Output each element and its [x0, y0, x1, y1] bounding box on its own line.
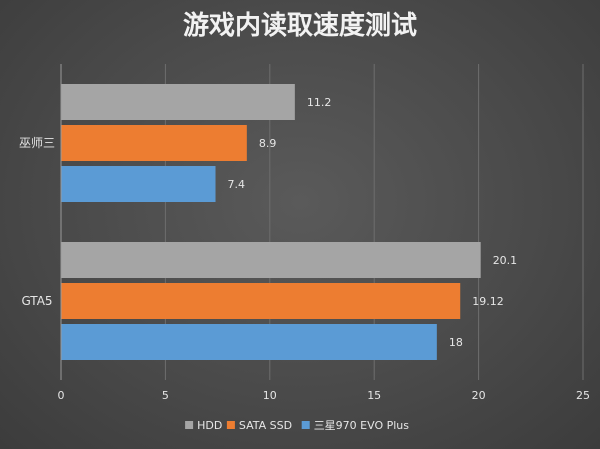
bar [61, 242, 481, 278]
category-label: GTA5 [21, 294, 52, 308]
x-tick-label: 10 [263, 389, 277, 402]
bar [61, 125, 247, 161]
x-tick-label: 0 [58, 389, 65, 402]
data-label: 18 [449, 336, 463, 349]
bar [61, 324, 437, 360]
x-tick-label: 25 [576, 389, 590, 402]
data-labels: 11.2 8.9 7.4 20.1 19.12 18 [228, 96, 518, 349]
chart-title: 游戏内读取速度测试 [183, 10, 417, 41]
x-tick-label: 15 [367, 389, 381, 402]
category-label: 巫师三 [19, 136, 55, 150]
data-label: 11.2 [307, 96, 332, 109]
data-label: 20.1 [493, 254, 518, 267]
x-tick-label: 20 [472, 389, 486, 402]
x-tick-label: 5 [162, 389, 169, 402]
legend-label: HDD [197, 419, 222, 432]
bars [61, 84, 481, 360]
bar [61, 166, 216, 202]
data-label: 19.12 [472, 295, 504, 308]
legend-label: SATA SSD [239, 419, 292, 432]
bar [61, 283, 461, 319]
legend-swatch [226, 421, 235, 429]
bar [61, 84, 295, 120]
data-label: 7.4 [228, 178, 246, 191]
legend-label: 三星970 EVO Plus [314, 419, 410, 432]
legend: HDD SATA SSD 三星970 EVO Plus [185, 419, 409, 432]
data-label: 8.9 [259, 137, 277, 150]
legend-swatch [301, 421, 310, 429]
legend-swatch [185, 421, 194, 429]
axes: 0 5 10 15 20 25 巫师三 GTA5 [19, 64, 590, 402]
